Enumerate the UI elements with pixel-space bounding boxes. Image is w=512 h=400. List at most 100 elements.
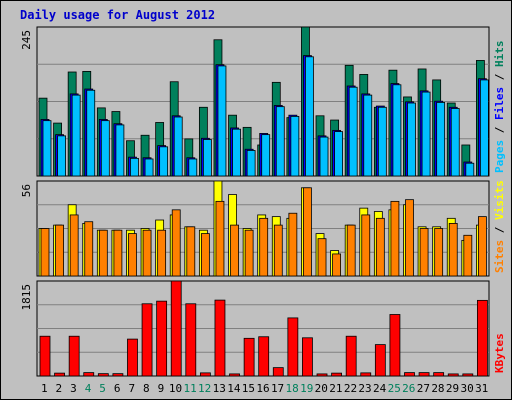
pages-bar: Pages 28: 121 <box>436 102 446 177</box>
kbytes-bar: KBytes 16: 750 <box>258 336 270 377</box>
kbytes-bar: KBytes 29: 40 <box>447 373 459 377</box>
day-label: 5 <box>99 382 106 395</box>
sites-bar: Sites 25: 44 <box>390 200 400 277</box>
kbytes-bar: KBytes 20: 40 <box>316 373 328 377</box>
day-label: 11 <box>183 382 196 395</box>
day-label: 14 <box>227 382 241 395</box>
day-label: 30 <box>460 382 473 395</box>
y-axis-label: KBytes <box>493 333 506 373</box>
sites-bar: Sites 7: 25 <box>128 233 137 277</box>
pages-bar: Pages 13: 181 <box>217 65 227 177</box>
y-max-label: 245 <box>20 30 33 50</box>
pages-bar: Pages 1: 91 <box>42 120 52 177</box>
kbytes-bar: KBytes 3: 760 <box>68 335 80 377</box>
sites-bar: Sites 19: 52 <box>303 187 312 277</box>
sites-bar: Sites 26: 45 <box>405 199 414 277</box>
pages-legend-label: Pages <box>493 140 506 173</box>
pages-bar: Pages 26: 120 <box>407 102 416 177</box>
kbytes-bar: KBytes 9: 1430 <box>156 300 168 377</box>
files-legend-label: Files <box>493 87 506 120</box>
sites-bar: Sites 11: 29 <box>186 226 196 277</box>
sites-bar: Sites 23: 36 <box>361 214 371 277</box>
sites-bar: Sites 21: 13 <box>332 253 342 277</box>
pages-bar: Pages 4: 141 <box>86 89 96 177</box>
sites-bar: Sites 3: 36 <box>69 214 79 277</box>
pages-bar: Pages 7: 29 <box>130 157 139 177</box>
pages-bar: Pages 20: 64 <box>319 136 329 177</box>
day-label: 25 <box>388 382 401 395</box>
sites-bar: Sites 30: 24 <box>463 234 473 277</box>
kbytes-bar: KBytes 10: 1815 <box>170 280 182 377</box>
pages-bar: Pages 8: 28 <box>144 158 154 177</box>
kbytes-bar: KBytes 23: 60 <box>360 372 372 377</box>
kbytes-bar: KBytes 21: 55 <box>331 372 343 377</box>
kbytes-bar: KBytes 17: 160 <box>272 367 284 377</box>
sites-bar: Sites 2: 30 <box>55 224 64 277</box>
day-axis: 1 2 3 4 5 6 7 8 9 10 11 12 13 14 15 16 17 18 19 20 21 22 23 24 2… <box>41 382 488 395</box>
kbytes-bar: KBytes 19: 730 <box>302 337 313 377</box>
pages-bar: Pages 10: 97 <box>173 116 183 177</box>
pages-bar: Pages 30: 21 <box>465 162 475 177</box>
pages-bar: Pages 9: 48 <box>159 146 169 177</box>
pages-bar: Pages 27: 138 <box>421 91 431 177</box>
pages-bar: Pages 2: 66 <box>57 135 66 177</box>
chart-title: Daily usage for August 2012 <box>20 8 215 22</box>
hits-legend-label: Hits <box>493 41 506 68</box>
pages-bar: Pages 6: 84 <box>115 124 125 177</box>
pages-bar: Pages 29: 111 <box>450 108 460 177</box>
kbytes-bar: KBytes 13: 1450 <box>214 299 226 377</box>
sites-bar: Sites 12: 25 <box>200 233 210 277</box>
pages-bar: Pages 25: 150 <box>392 84 402 177</box>
kbytes-bar: KBytes 18: 1110 <box>287 317 299 377</box>
day-label: 8 <box>143 382 150 395</box>
pages-bar: Pages 17: 114 <box>275 106 285 177</box>
sites-bar: Sites 14: 30 <box>230 224 239 277</box>
kbytes-panel: 1815KBytesKBytes 1: 760KBytes 2: 55KByte… <box>20 280 506 377</box>
sites-legend-label: Sites <box>493 240 506 273</box>
pages-bar: Pages 11: 28 <box>188 158 198 177</box>
kbytes-bar: KBytes 11: 1380 <box>185 303 197 377</box>
kbytes-bar: KBytes 6: 45 <box>112 373 124 377</box>
pages-bar: Pages 22: 146 <box>348 86 358 177</box>
sites-bar: Sites 29: 31 <box>448 223 458 277</box>
kbytes-bar: KBytes 25: 1175 <box>389 314 401 377</box>
pages-bar: Pages 12: 60 <box>202 139 212 177</box>
day-label: 3 <box>70 382 77 395</box>
sites-bar: Sites 1: 28 <box>40 228 50 277</box>
kbytes-bar: KBytes 12: 60 <box>199 372 211 377</box>
sites-bar: Sites 13: 44 <box>215 200 225 277</box>
sites-bar: Sites 6: 27 <box>113 229 123 277</box>
pages-bar: Pages 23: 133 <box>363 94 373 177</box>
kbytes-bar: KBytes 8: 1380 <box>141 303 153 377</box>
kbytes-bar: KBytes 30: 40 <box>462 373 474 377</box>
sites-bar: Sites 15: 27 <box>244 229 254 277</box>
sites-bar: Sites 10: 39 <box>171 209 181 277</box>
y-axis-label: Pages / Files / Hits <box>493 41 506 174</box>
kbytes-bar: KBytes 24: 600 <box>374 344 386 377</box>
day-label: 1 <box>41 382 48 395</box>
sites-bar: Sites 16: 34 <box>259 217 269 277</box>
sites-bar: Sites 22: 30 <box>346 224 356 277</box>
sites-bar: Sites 20: 22 <box>317 238 327 277</box>
day-label: 27 <box>417 382 430 395</box>
day-label: 10 <box>169 382 182 395</box>
day-label: 13 <box>213 382 226 395</box>
pages-bar: Pages 18: 98 <box>290 116 300 177</box>
y-max-label: 1815 <box>20 284 33 311</box>
sites-bar: Sites 24: 34 <box>375 217 385 277</box>
day-label: 16 <box>256 382 269 395</box>
kbytes-bar: KBytes 2: 55 <box>54 372 65 377</box>
kbytes-bar: KBytes 31: 1445 <box>476 299 488 377</box>
day-label: 6 <box>114 382 121 395</box>
pages-bar: Pages 31: 158 <box>479 79 489 177</box>
kbytes-bar: KBytes 27: 65 <box>418 372 430 377</box>
day-label: 26 <box>402 382 415 395</box>
kbytes-bar: KBytes 5: 45 <box>97 373 109 377</box>
sites-bar: Sites 31: 35 <box>477 216 487 277</box>
pages-bar: Pages 16: 68 <box>261 134 271 177</box>
day-label: 22 <box>344 382 357 395</box>
kbytes-bar: KBytes 1: 760 <box>39 335 51 377</box>
sites-bar: Sites 27: 28 <box>419 228 429 277</box>
